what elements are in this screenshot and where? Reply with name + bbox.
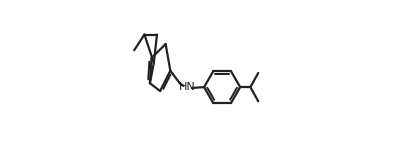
Text: HN: HN bbox=[179, 82, 196, 92]
